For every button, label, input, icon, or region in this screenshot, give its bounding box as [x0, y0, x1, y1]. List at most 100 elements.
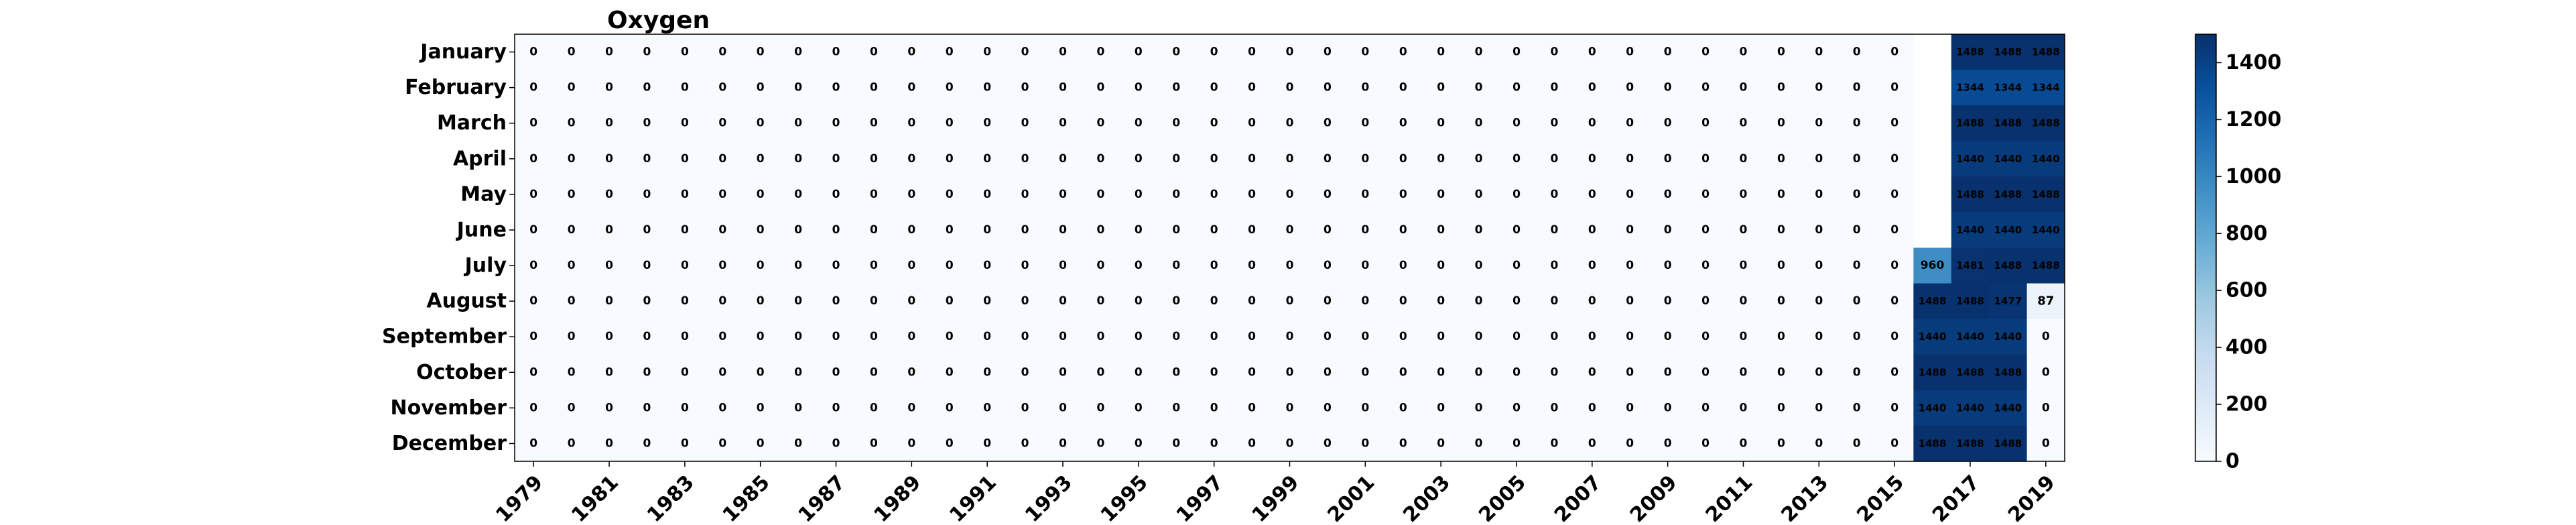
cell-value-label: 0: [870, 259, 878, 272]
cell-value-label: 0: [1021, 294, 1029, 308]
heatmap-cell: [590, 176, 629, 213]
cell-value-label: 0: [1437, 436, 1445, 450]
heatmap-cell: [1649, 34, 1687, 70]
cell-value-label: 0: [1626, 294, 1634, 308]
cell-value-label: 0: [1815, 188, 1823, 201]
heatmap-cell: [1346, 70, 1385, 106]
heatmap-cell: [1460, 247, 1498, 284]
heatmap-cell: [1989, 34, 2028, 70]
heatmap-cell: [590, 212, 629, 249]
month-label: August: [426, 290, 507, 313]
cell-value-label: 0: [757, 294, 765, 308]
heatmap-cell: [1421, 318, 1460, 355]
year-label: 1989: [869, 471, 925, 525]
heatmap-cell: [590, 247, 629, 284]
heatmap-cell: [1875, 70, 1914, 106]
heatmap-cell: [741, 105, 780, 141]
cell-value-label: 0: [1021, 259, 1029, 272]
heatmap-cell: [1460, 318, 1498, 355]
cell-value-label: 0: [1740, 259, 1748, 272]
cell-value-label: 960: [1921, 259, 1945, 272]
heatmap-cell: [1157, 212, 1196, 249]
cell-value-label: 0: [1324, 46, 1332, 59]
cell-value-label: 0: [1172, 46, 1180, 59]
cell-value-label: 0: [1890, 436, 1898, 450]
cell-value-label: 0: [1361, 152, 1369, 166]
cell-value-label: 0: [718, 401, 726, 414]
heatmap-cell: [1649, 105, 1687, 141]
heatmap-cell: [1460, 354, 1498, 391]
cell-value-label: 0: [1626, 117, 1634, 130]
heatmap-cell: [1724, 141, 1763, 177]
heatmap-cell: [1800, 34, 1839, 70]
cell-value-label: 0: [1626, 81, 1634, 95]
cell-value-label: 0: [1097, 46, 1105, 59]
heatmap-cell: [1535, 247, 1574, 284]
heatmap-cell: [1611, 105, 1650, 141]
heatmap-cell: [1649, 141, 1687, 177]
heatmap-cell: [1838, 318, 1876, 355]
cell-value-label: 0: [1437, 365, 1445, 379]
cell-value-label: 0: [1059, 259, 1067, 272]
cell-value-label: 0: [1324, 152, 1332, 166]
heatmap-cell: [1157, 176, 1196, 213]
heatmap-cell: [2026, 34, 2065, 70]
heatmap-cell: [1535, 318, 1574, 355]
cell-value-label: 0: [832, 223, 840, 237]
cell-value-label: 0: [870, 188, 878, 201]
heatmap-cell: [1573, 425, 1612, 462]
cell-value-label: 0: [794, 152, 802, 166]
heatmap-cell: [893, 105, 931, 141]
cell-value-label: 0: [529, 46, 537, 59]
heatmap-cell: [817, 390, 856, 426]
cell-value-label: 0: [1890, 401, 1898, 414]
cell-value-label: 0: [1248, 330, 1256, 343]
cell-value-label: 0: [1097, 294, 1105, 308]
heatmap-cell: [1686, 318, 1725, 355]
cell-value-label: 0: [946, 117, 954, 130]
heatmap-cell: [665, 354, 704, 391]
cell-value-label: 0: [718, 365, 726, 379]
heatmap-cell: [1195, 105, 1234, 141]
heatmap-cell: [1195, 176, 1234, 213]
heatmap-cell: [628, 318, 667, 355]
cell-value-label: 0: [1097, 365, 1105, 379]
cell-value-label: 0: [1437, 152, 1445, 166]
cell-value-label: 0: [1286, 365, 1294, 379]
cell-value-label: 0: [1248, 188, 1256, 201]
heatmap-cell: [1308, 247, 1347, 284]
cell-value-label: 0: [907, 259, 915, 272]
cell-value-label: 0: [1286, 46, 1294, 59]
cell-value-label: 0: [1853, 223, 1861, 237]
cell-value-label: 0: [1512, 436, 1521, 450]
heatmap-cell: [515, 354, 554, 391]
heatmap-cell: [1384, 425, 1423, 462]
heatmap-cell: [1195, 212, 1234, 249]
heatmap-cell: [1686, 283, 1725, 320]
heatmap-cell: [1232, 354, 1271, 391]
cell-value-label: 0: [605, 81, 613, 95]
cell-value-label: 0: [1626, 330, 1634, 343]
cell-value-label: 0: [1021, 117, 1029, 130]
cell-value-label: 0: [605, 188, 613, 201]
cell-value-label: 0: [1664, 365, 1672, 379]
heatmap-cell: [968, 318, 1007, 355]
heatmap-cell: [704, 176, 743, 213]
cell-value-label: 0: [757, 152, 765, 166]
heatmap-cell: [590, 34, 629, 70]
heatmap-cell: [1082, 247, 1120, 284]
heatmap-cell: [552, 283, 591, 320]
heatmap-cell: [1989, 390, 2028, 426]
heatmap-cell: [854, 390, 893, 426]
heatmap-cell: [704, 34, 743, 70]
cell-value-label: 1488: [1956, 295, 1984, 307]
cell-value-label: 0: [1777, 365, 1785, 379]
cell-value-label: 0: [1626, 365, 1634, 379]
heatmap-cell: [1951, 176, 1990, 213]
cell-value-label: 0: [1740, 223, 1748, 237]
heatmap-cell: [1875, 425, 1914, 462]
year-label: 2007: [1550, 471, 1606, 525]
heatmap-cell: [1006, 141, 1045, 177]
cell-value-label: 0: [1286, 81, 1294, 95]
cell-value-label: 0: [794, 259, 802, 272]
